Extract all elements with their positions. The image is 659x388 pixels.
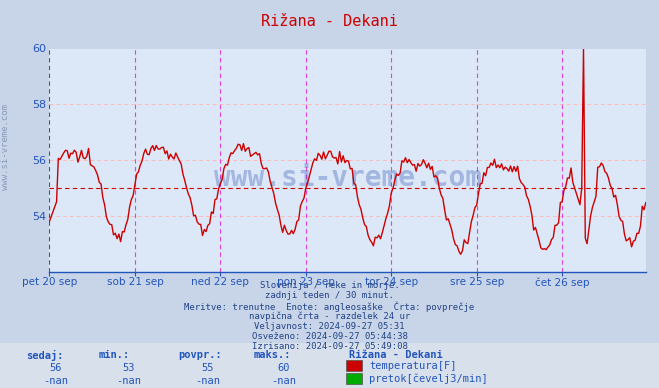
Text: zadnji teden / 30 minut.: zadnji teden / 30 minut. [265,291,394,300]
Text: -nan: -nan [195,376,220,386]
Text: -nan: -nan [271,376,296,386]
Text: Slovenija / reke in morje.: Slovenija / reke in morje. [260,281,399,290]
Text: 56: 56 [50,363,62,373]
Text: Rižana - Dekani: Rižana - Dekani [261,14,398,29]
Text: www.si-vreme.com: www.si-vreme.com [1,104,10,191]
Text: 55: 55 [202,363,214,373]
Text: min.:: min.: [99,350,130,360]
Text: navpična črta - razdelek 24 ur: navpična črta - razdelek 24 ur [249,312,410,321]
Text: Rižana - Dekani: Rižana - Dekani [349,350,443,360]
Text: 53: 53 [123,363,134,373]
Text: povpr.:: povpr.: [178,350,221,360]
Text: 60: 60 [277,363,289,373]
Text: Osveženo: 2024-09-27 05:44:38: Osveženo: 2024-09-27 05:44:38 [252,332,407,341]
Text: pretok[čevelj3/min]: pretok[čevelj3/min] [369,373,488,384]
Text: -nan: -nan [43,376,69,386]
Text: maks.:: maks.: [254,350,291,360]
Text: -nan: -nan [116,376,141,386]
Text: Veljavnost: 2024-09-27 05:31: Veljavnost: 2024-09-27 05:31 [254,322,405,331]
Text: sedaj:: sedaj: [26,350,64,361]
Text: Meritve: trenutne  Enote: angleosaške  Črta: povprečje: Meritve: trenutne Enote: angleosaške Črt… [185,301,474,312]
Text: temperatura[F]: temperatura[F] [369,361,457,371]
Text: www.si-vreme.com: www.si-vreme.com [214,164,482,192]
Text: Izrisano: 2024-09-27 05:49:08: Izrisano: 2024-09-27 05:49:08 [252,342,407,351]
